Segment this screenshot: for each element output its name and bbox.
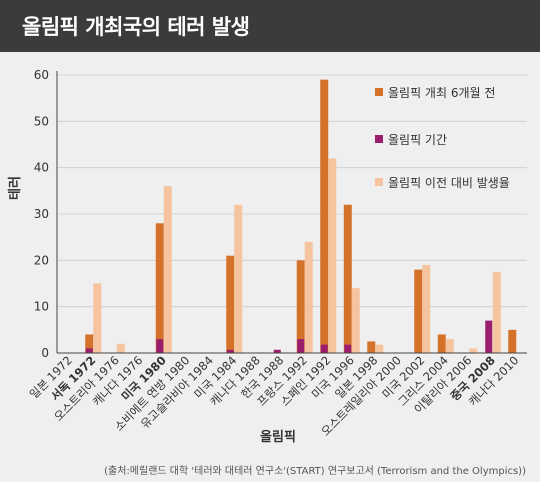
y-tick-label-10: 10 xyxy=(34,300,49,314)
y-tick-label-50: 50 xyxy=(34,114,49,128)
bar-s0-캐나다-2010 xyxy=(508,329,517,353)
bar-s0-그리스-2004 xyxy=(437,334,446,353)
bar-s2-스페인-1992 xyxy=(328,158,337,353)
source-note: (출처:메릴랜드 대학 '테러와 대테러 연구소'(START) 연구보고서 (… xyxy=(104,466,526,477)
bar-s2-일본-1998 xyxy=(375,344,384,353)
y-tick-label-0: 0 xyxy=(41,346,49,360)
legend-swatch-0 xyxy=(375,88,383,96)
bar-s0-미국-1996 xyxy=(343,204,352,353)
legend-label-1: 올림픽 기간 xyxy=(388,133,447,147)
y-axis-ticks: 0 10 20 30 40 50 60 xyxy=(34,68,49,360)
bar-s0-프랑스-1992 xyxy=(296,260,305,353)
bar-s2-오스트리아-1976 xyxy=(116,343,125,353)
bar-s2-프랑스-1992 xyxy=(304,241,313,353)
x-axis-title: 올림픽 xyxy=(260,429,296,445)
grid-lines xyxy=(57,74,527,308)
bar-s0-미국-2002 xyxy=(414,269,423,353)
bar-s2-미국-2002 xyxy=(422,264,431,353)
bar-s0-스페인-1992 xyxy=(320,79,329,353)
bar-s2-서독-1972 xyxy=(93,283,102,353)
bar-s2-중국-2008 xyxy=(492,271,501,353)
bar-s1-스페인-1992 xyxy=(320,344,328,353)
bar-s0-미국-1980 xyxy=(155,223,164,353)
bar-s1-한국-1988 xyxy=(273,349,281,353)
y-tick-label-40: 40 xyxy=(34,161,49,175)
bar-s1-미국-1984 xyxy=(226,349,234,353)
x-axis xyxy=(56,71,527,354)
header-bar: 올림픽 개최국의 테러 발생 xyxy=(0,0,540,52)
bar-s1-중국-2008 xyxy=(485,320,493,353)
legend-swatch-1 xyxy=(375,135,383,143)
y-tick-label-60: 60 xyxy=(34,68,49,82)
bar-s0-미국-1984 xyxy=(226,255,235,353)
legend-swatch-2 xyxy=(375,178,383,186)
y-tick-label-30: 30 xyxy=(34,207,49,221)
bar-s2-미국-1996 xyxy=(351,288,360,353)
y-axis-title: 테러 xyxy=(7,176,23,200)
bar-s0-서독-1972 xyxy=(85,334,94,353)
legend-label-0: 올림픽 개최 6개월 전 xyxy=(388,86,495,100)
page-title: 올림픽 개최국의 테러 발생 xyxy=(22,15,250,39)
bars xyxy=(85,79,517,353)
bar-s2-이탈리아-2006 xyxy=(469,348,478,353)
bar-s1-프랑스-1992 xyxy=(297,339,305,353)
bar-s2-미국-1984 xyxy=(234,204,243,353)
y-tick-label-20: 20 xyxy=(34,253,49,267)
bar-s2-미국-1980 xyxy=(163,186,172,353)
bar-s2-그리스-2004 xyxy=(445,339,454,353)
bar-s1-미국-1980 xyxy=(156,339,164,353)
bar-s0-일본-1998 xyxy=(367,341,376,353)
legend-label-2: 올림픽 이전 대비 발생율 xyxy=(388,176,510,190)
bar-s1-서독-1972 xyxy=(85,348,93,353)
bar-s1-미국-1996 xyxy=(344,344,352,353)
